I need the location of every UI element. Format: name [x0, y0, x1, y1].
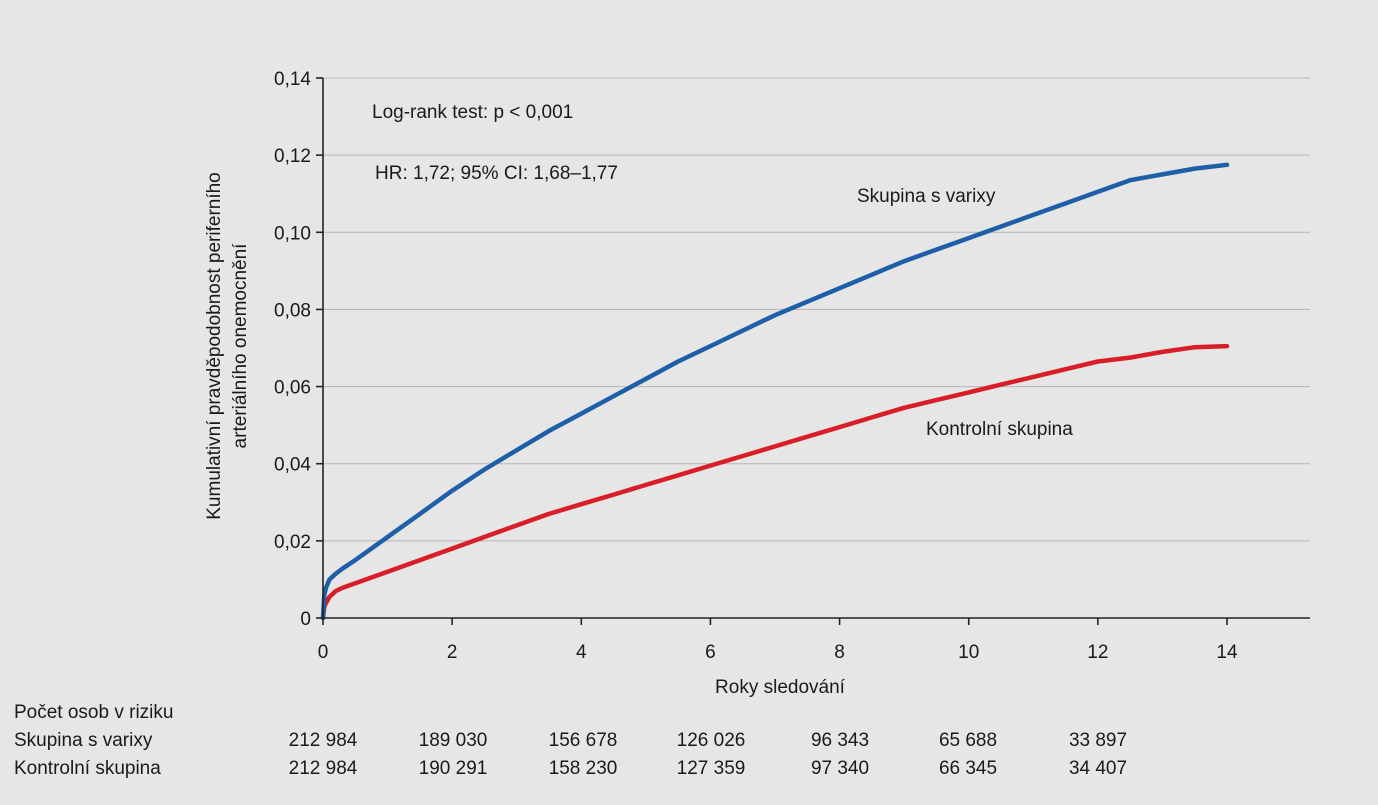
series-label-kontrolni: Kontrolní skupina — [926, 419, 1073, 440]
x-tick-label-5: 10 — [958, 642, 979, 663]
risk-value-r1-c2: 158 230 — [549, 758, 618, 779]
text-layer: Log-rank test: p < 0,001 HR: 1,72; 95% C… — [204, 102, 1073, 698]
risk-value-r0-c2: 156 678 — [549, 730, 618, 751]
risk-row-label-varixy: Skupina s varixy — [14, 730, 153, 751]
y-tick-label-3: 0,06 — [274, 378, 311, 399]
y-axis-title-line-1: Kumulativní pravděpodobnost periferního — [204, 172, 225, 520]
risk-value-r0-c5: 65 688 — [939, 730, 997, 751]
y-tick-label-0: 0 — [300, 609, 311, 630]
x-tick-label-4: 8 — [834, 642, 845, 663]
series-label-varixy: Skupina s varixy — [857, 186, 996, 207]
risk-value-r1-c0: 212 984 — [289, 758, 358, 779]
risk-value-r1-c3: 127 359 — [677, 758, 746, 779]
risk-row-label-kontrolni: Kontrolní skupina — [14, 758, 161, 779]
annotation-logrank: Log-rank test: p < 0,001 — [372, 102, 573, 123]
x-axis-title: Roky sledování — [715, 677, 846, 698]
risk-value-r0-c3: 126 026 — [677, 730, 746, 751]
risk-value-r1-c1: 190 291 — [419, 758, 488, 779]
y-tick-label-1: 0,02 — [274, 532, 311, 553]
x-tick-label-2: 4 — [576, 642, 587, 663]
grid-layer — [323, 77, 1310, 542]
annotation-hr: HR: 1,72; 95% CI: 1,68–1,77 — [375, 163, 618, 184]
risk-value-r0-c1: 189 030 — [419, 730, 488, 751]
risk-value-r1-c5: 66 345 — [939, 758, 997, 779]
risk-value-r0-c0: 212 984 — [289, 730, 358, 751]
x-tick-label-6: 12 — [1087, 642, 1108, 663]
y-tick-label-2: 0,04 — [274, 455, 311, 476]
axis-layer: 0 0,02 0,04 0,06 0,08 0,10 0,12 0,14 0 2 4 6 8 10 12 14 — [274, 69, 1310, 663]
series-line-varixy — [320, 162, 1230, 621]
x-tick-label-3: 6 — [705, 642, 716, 663]
y-tick-label-4: 0,08 — [274, 300, 311, 321]
x-tick-label-1: 2 — [447, 642, 458, 663]
risk-value-r0-c6: 33 897 — [1069, 730, 1127, 751]
risk-table: Počet osob v riziku Skupina s varixy Kon… — [14, 702, 1127, 779]
risk-value-r0-c4: 96 343 — [811, 730, 869, 751]
risk-value-r1-c4: 97 340 — [811, 758, 869, 779]
x-tick-label-0: 0 — [318, 642, 329, 663]
y-tick-label-5: 0,10 — [274, 223, 311, 244]
risk-table-title: Počet osob v riziku — [14, 702, 173, 723]
risk-value-r1-c6: 34 407 — [1069, 758, 1127, 779]
x-tick-label-7: 14 — [1216, 642, 1238, 663]
series-layer — [320, 162, 1230, 621]
y-tick-label-7: 0,14 — [274, 69, 311, 90]
y-axis-title-line-2: arteriálního onemocnění — [230, 243, 251, 449]
y-tick-label-6: 0,12 — [274, 146, 311, 167]
series-line-kontrolni — [320, 343, 1230, 621]
